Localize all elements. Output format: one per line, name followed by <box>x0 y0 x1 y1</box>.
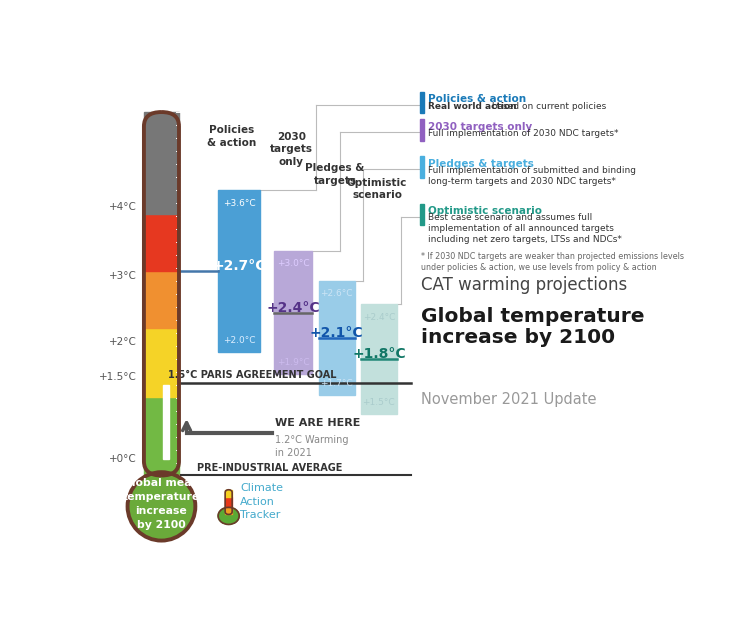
Text: Full implementation of 2030 NDC targets*: Full implementation of 2030 NDC targets* <box>428 129 618 138</box>
Text: +2.4°C: +2.4°C <box>363 313 395 322</box>
Text: PRE-INDUSTRIAL AVERAGE: PRE-INDUSTRIAL AVERAGE <box>197 463 342 473</box>
Text: 2030
targets
only: 2030 targets only <box>270 132 313 167</box>
Bar <box>218 191 260 352</box>
Text: +0°C: +0°C <box>109 454 137 464</box>
Text: +1.7°C: +1.7°C <box>320 379 353 387</box>
Text: Full implementation of submitted and binding
long-term targets and 2030 NDC targ: Full implementation of submitted and bin… <box>428 166 636 186</box>
Bar <box>144 328 179 397</box>
Text: +1.9°C: +1.9°C <box>277 358 309 367</box>
Bar <box>225 497 232 507</box>
Text: 2030 targets only: 2030 targets only <box>428 122 532 131</box>
Text: +3.0°C: +3.0°C <box>277 259 309 268</box>
Text: Global mean
temperature
increase
by 2100: Global mean temperature increase by 2100 <box>123 478 200 530</box>
Bar <box>319 281 355 395</box>
Bar <box>360 304 397 414</box>
Text: November 2021 Update: November 2021 Update <box>421 392 597 407</box>
Bar <box>274 251 312 375</box>
Text: Pledges &
targets: Pledges & targets <box>305 164 365 186</box>
Text: +2.7°C: +2.7°C <box>213 260 266 273</box>
Text: Policies
& action: Policies & action <box>207 125 256 147</box>
Bar <box>225 507 232 515</box>
Text: Climate
Action
Tracker: Climate Action Tracker <box>241 484 284 520</box>
Text: based on current policies: based on current policies <box>489 102 606 110</box>
Bar <box>225 490 232 497</box>
Bar <box>420 204 425 225</box>
Text: Optimistic scenario: Optimistic scenario <box>428 206 542 216</box>
Ellipse shape <box>127 472 195 540</box>
Bar <box>420 156 425 178</box>
Bar <box>144 271 179 328</box>
Text: +2.6°C: +2.6°C <box>320 289 353 298</box>
Text: +2.4°C: +2.4°C <box>266 300 320 315</box>
Text: +3.6°C: +3.6°C <box>223 199 256 208</box>
Bar <box>420 92 425 114</box>
Bar <box>144 214 179 271</box>
Text: * If 2030 NDC targets are weaker than projected emissions levels
under policies : * If 2030 NDC targets are weaker than pr… <box>421 252 685 272</box>
Text: +4°C: +4°C <box>109 202 137 212</box>
Text: Optimistic
scenario: Optimistic scenario <box>347 178 407 200</box>
Text: +2.1°C: +2.1°C <box>310 326 363 340</box>
Text: Real world action: Real world action <box>428 102 516 110</box>
Bar <box>420 119 425 141</box>
Text: +1.5°C: +1.5°C <box>363 397 395 407</box>
Bar <box>163 385 169 459</box>
Text: Global temperature
increase by 2100: Global temperature increase by 2100 <box>421 307 645 347</box>
Text: +1.8°C: +1.8°C <box>352 347 406 362</box>
Text: 1.5°C PARIS AGREEMENT GOAL: 1.5°C PARIS AGREEMENT GOAL <box>168 370 336 379</box>
Text: Best case scenario and assumes full
implementation of all announced targets
incl: Best case scenario and assumes full impl… <box>428 213 622 244</box>
Text: Pledges & targets: Pledges & targets <box>428 159 534 168</box>
Text: +2°C: +2°C <box>109 337 137 347</box>
Text: CAT warming projections: CAT warming projections <box>421 276 628 294</box>
Bar <box>144 397 179 476</box>
Text: 1.2°C Warming
in 2021: 1.2°C Warming in 2021 <box>275 435 349 458</box>
Text: +2.0°C: +2.0°C <box>223 336 256 345</box>
Bar <box>144 112 179 214</box>
Text: Policies & action: Policies & action <box>428 94 526 104</box>
Text: WE ARE HERE: WE ARE HERE <box>275 418 360 428</box>
Text: +3°C: +3°C <box>109 271 137 281</box>
Text: +1.5°C: +1.5°C <box>99 372 137 382</box>
Circle shape <box>218 507 239 524</box>
